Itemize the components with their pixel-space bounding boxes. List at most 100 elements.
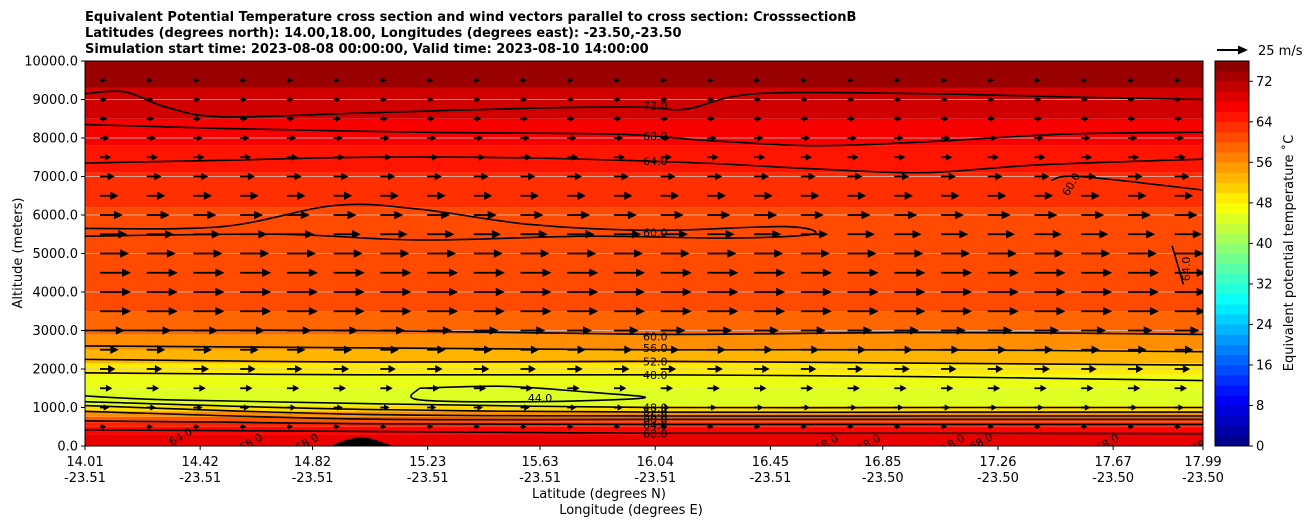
wind-arrow-head bbox=[475, 77, 480, 83]
wind-arrow-head bbox=[998, 191, 1007, 200]
wind-arrow-head bbox=[990, 115, 996, 122]
wind-arrow-head bbox=[662, 77, 667, 83]
colorbar-label: Equivalent potential temperature ˚C bbox=[1281, 135, 1297, 371]
colorbar-step bbox=[1215, 324, 1249, 335]
wind-arrow-head bbox=[288, 96, 294, 103]
wind-arrow-head bbox=[355, 287, 365, 297]
theta-e-layer bbox=[85, 61, 1203, 88]
colorbar-step bbox=[1215, 101, 1249, 112]
colorbar-step bbox=[1215, 283, 1249, 295]
wind-arrow-head bbox=[1149, 287, 1159, 297]
wind-arrow-head bbox=[622, 365, 630, 373]
wind-arrow-head bbox=[388, 172, 396, 181]
wind-arrow-head bbox=[822, 307, 832, 316]
colorbar-step bbox=[1215, 243, 1249, 254]
wind-arrow-head bbox=[428, 424, 434, 430]
wind-arrow-head bbox=[1089, 365, 1097, 373]
contour-label: 56.0 bbox=[643, 342, 668, 355]
wind-arrow-head bbox=[168, 268, 178, 277]
wind-arrow-head bbox=[899, 153, 906, 161]
wind-arrow-head bbox=[1095, 210, 1105, 220]
wind-arrow-head bbox=[569, 115, 575, 122]
wind-arrow-head bbox=[615, 424, 621, 430]
wind-arrow-head bbox=[949, 365, 957, 373]
wind-arrow-head bbox=[852, 153, 859, 161]
colorbar-step bbox=[1215, 415, 1249, 427]
contour-line bbox=[85, 400, 1203, 414]
wind-arrow-head bbox=[942, 96, 948, 103]
wind-arrow-head bbox=[992, 153, 999, 161]
wind-arrow-head bbox=[715, 172, 723, 181]
wind-arrow-head bbox=[113, 210, 123, 220]
wind-arrow-head bbox=[102, 115, 108, 122]
colorbar-step bbox=[1215, 364, 1249, 376]
wind-arrow-head bbox=[849, 77, 854, 83]
y-tick-label: 0.0 bbox=[57, 440, 78, 455]
wind-arrow-head bbox=[1188, 210, 1198, 220]
wind-arrow-head bbox=[382, 115, 388, 122]
wind-arrow-head bbox=[437, 191, 446, 200]
x-axis-label-longitude: Longitude (degrees E) bbox=[559, 503, 703, 518]
wind-arrow-head bbox=[1149, 268, 1159, 277]
colorbar-frame bbox=[1214, 60, 1250, 447]
wind-arrow-head bbox=[394, 210, 404, 220]
colorbar-step bbox=[1215, 354, 1249, 366]
wind-arrow-head bbox=[1176, 77, 1181, 83]
wind-arrow-head bbox=[896, 115, 902, 122]
wind-arrow-head bbox=[335, 115, 342, 122]
wind-arrow-head bbox=[442, 326, 452, 335]
colorbar-tick-label: 24 bbox=[1256, 318, 1273, 333]
wind-arrow-head bbox=[198, 153, 205, 161]
wind-arrow-head bbox=[634, 249, 644, 258]
wind-arrow-head bbox=[916, 307, 926, 316]
theta-e-layer bbox=[85, 411, 1203, 417]
wind-arrow-head bbox=[954, 210, 964, 220]
wind-arrow-head bbox=[381, 424, 387, 430]
wind-arrow-head bbox=[434, 172, 442, 181]
y-axis-label: Altitude (meters) bbox=[11, 198, 26, 309]
wind-arrow-head bbox=[197, 134, 203, 142]
wind-arrow-head bbox=[802, 96, 808, 103]
wind-arrow-head bbox=[629, 326, 639, 335]
wind-arrow-head bbox=[1133, 384, 1141, 392]
wind-arrow-head bbox=[946, 384, 954, 392]
theta-e-layer bbox=[85, 172, 1203, 208]
wind-arrow-head bbox=[1135, 172, 1143, 181]
wind-arrow-head bbox=[1040, 384, 1047, 392]
wind-arrow-head bbox=[247, 172, 256, 181]
theta-e-layer bbox=[85, 405, 1203, 412]
wind-arrow-head bbox=[948, 172, 956, 181]
wind-arrow-head bbox=[568, 424, 574, 430]
wind-arrow-head bbox=[294, 172, 302, 181]
wind-arrow-head bbox=[942, 77, 948, 83]
wind-arrow-head bbox=[122, 287, 131, 297]
wind-arrow-head bbox=[897, 134, 904, 142]
wind-arrow-head bbox=[577, 191, 586, 200]
wind-arrow-head bbox=[1182, 365, 1191, 373]
contour-line bbox=[85, 358, 1203, 366]
wind-arrow-head bbox=[430, 404, 437, 411]
quiver-key-label: 25 m/s bbox=[1258, 44, 1303, 59]
y-tick-label: 1000.0 bbox=[33, 401, 79, 416]
terrain-shape bbox=[330, 437, 395, 446]
contour-label: 64.0 bbox=[643, 419, 668, 432]
wind-arrow-head bbox=[242, 96, 247, 103]
wind-arrow-head bbox=[542, 268, 552, 277]
wind-arrow-head bbox=[861, 210, 871, 220]
wind-arrow-head bbox=[335, 77, 340, 83]
wind-arrow-head bbox=[1179, 153, 1186, 161]
wind-arrow-head bbox=[402, 287, 412, 297]
wind-arrow-head bbox=[495, 287, 505, 297]
wind-arrow-head bbox=[528, 172, 536, 181]
wind-arrow-head bbox=[107, 172, 115, 181]
wind-arrow-head bbox=[618, 153, 626, 161]
colorbar-tick-label: 32 bbox=[1256, 277, 1273, 292]
wind-arrow-head bbox=[254, 210, 264, 220]
wind-arrow-head bbox=[151, 153, 158, 161]
wind-arrow-head bbox=[963, 307, 973, 316]
wind-arrow-head bbox=[725, 230, 735, 239]
wind-arrow-head bbox=[398, 230, 408, 239]
wind-arrow-head bbox=[865, 230, 875, 239]
x-tick-label-latitude: 17.26 bbox=[979, 455, 1016, 470]
wind-arrow-head bbox=[402, 268, 412, 277]
